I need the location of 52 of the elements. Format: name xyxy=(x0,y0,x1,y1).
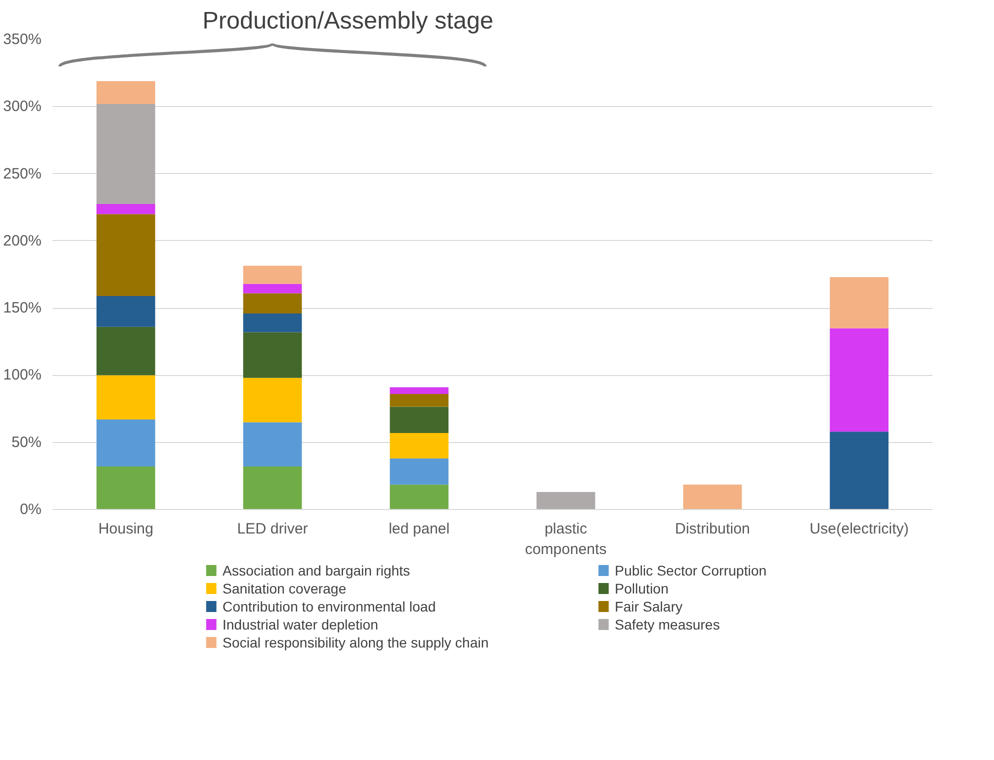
y-tick-label: 250% xyxy=(3,165,42,182)
bar xyxy=(243,332,302,378)
legend-label: Safety measures xyxy=(614,616,720,632)
bar xyxy=(243,293,302,314)
bar xyxy=(390,458,448,485)
bar xyxy=(390,387,448,394)
bar xyxy=(390,406,448,433)
y-tick-label: 150% xyxy=(3,300,42,317)
y-tick-label: 0% xyxy=(20,501,42,518)
y-tick-label: 300% xyxy=(3,98,42,116)
y-tick-label: 50% xyxy=(11,434,42,451)
bar xyxy=(96,214,156,296)
bar xyxy=(96,466,156,510)
x-tick-label: plastic components xyxy=(524,520,607,558)
bar xyxy=(830,328,888,432)
bar xyxy=(390,432,448,458)
y-tick-label: 200% xyxy=(3,232,42,250)
bar xyxy=(683,484,742,510)
bar xyxy=(96,81,156,104)
legend-label: Industrial water depletion xyxy=(222,616,378,632)
bar xyxy=(390,394,448,407)
bar xyxy=(536,492,596,510)
bar xyxy=(390,484,448,510)
bar xyxy=(96,204,156,214)
bar xyxy=(243,313,302,332)
bar xyxy=(96,420,156,467)
text: Production/Assembly stage xyxy=(202,8,494,34)
bar xyxy=(243,378,302,422)
bar xyxy=(243,284,302,294)
y-tick-label: 100% xyxy=(3,366,42,384)
legend-label: Sanitation coverage xyxy=(222,580,346,596)
bar xyxy=(243,466,302,510)
legend-label: Public Sector Corruption xyxy=(614,562,767,578)
bar xyxy=(830,432,888,510)
x-tick-label: led panel xyxy=(388,520,450,538)
legend-label: Association and bargain rights xyxy=(222,562,410,578)
bar xyxy=(243,422,302,467)
legend-label: Contribution to environmental load xyxy=(222,598,436,614)
x-tick-label: Housing xyxy=(98,520,154,538)
bar xyxy=(96,296,156,327)
bar xyxy=(243,266,302,284)
bar xyxy=(830,277,888,328)
legend-label: Pollution xyxy=(614,580,668,596)
legend-label: Fair Salary xyxy=(614,598,682,614)
bar xyxy=(96,375,156,420)
y-tick-label: 350% xyxy=(3,31,42,48)
x-tick-label: Use(electricity) xyxy=(810,520,909,538)
x-tick-label: Distribution xyxy=(674,520,750,538)
bar xyxy=(96,326,156,376)
bar xyxy=(96,104,156,204)
legend-label: Social responsibility along the supply chain xyxy=(222,634,489,650)
x-tick-label: LED driver xyxy=(237,520,308,538)
